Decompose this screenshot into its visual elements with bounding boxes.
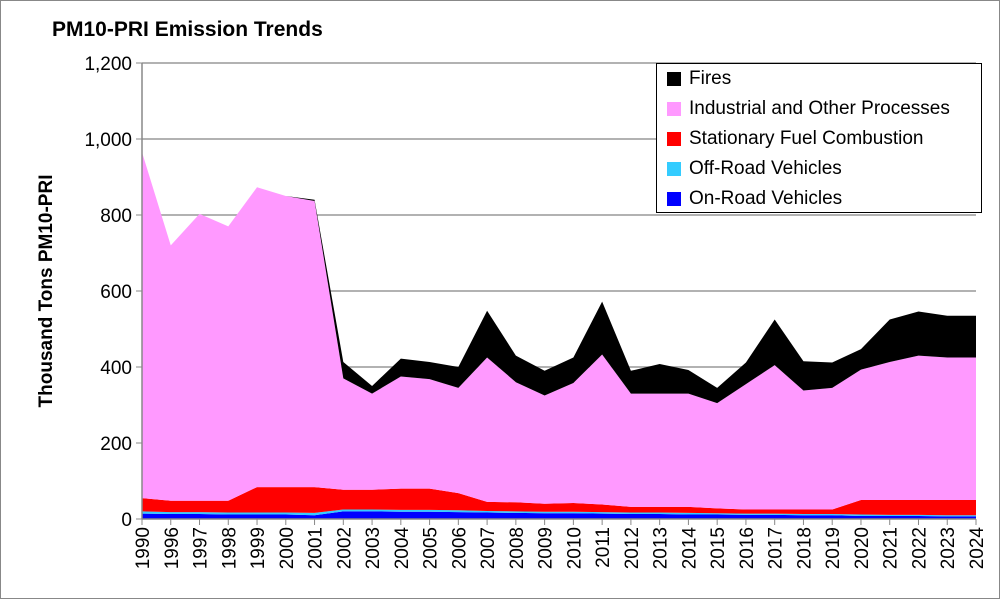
- legend-item: Industrial and Other Processes: [667, 94, 950, 124]
- area-off-road-vehicles: [142, 509, 976, 517]
- x-tick-label: 2021: [881, 527, 902, 569]
- legend-item: Stationary Fuel Combustion: [667, 124, 923, 154]
- x-tick-label: 2004: [392, 527, 413, 570]
- x-tick-label: 2023: [938, 527, 959, 569]
- x-tick-label: 2009: [536, 527, 557, 569]
- x-tick-label: 2016: [737, 527, 758, 569]
- x-tick-label: 2020: [852, 527, 873, 569]
- legend-swatch: [667, 102, 681, 116]
- x-tick-label: 1999: [248, 527, 269, 569]
- legend-item: Fires: [667, 64, 731, 94]
- x-tick-label: 2007: [478, 527, 499, 569]
- y-tick-label: 800: [100, 206, 132, 227]
- x-tick-label: 1998: [219, 527, 240, 569]
- x-tick-label: 2014: [679, 527, 700, 570]
- x-tick-label: 2017: [766, 527, 787, 569]
- y-axis-label: Thousand Tons PM10-PRI: [36, 175, 57, 408]
- chart-title: PM10-PRI Emission Trends: [52, 18, 323, 41]
- legend-swatch: [667, 192, 681, 206]
- x-tick-label: 2013: [651, 527, 672, 569]
- x-tick-label: 2012: [622, 527, 643, 569]
- legend-swatch: [667, 72, 681, 86]
- legend-swatch: [667, 132, 681, 146]
- x-tick-label: 2011: [593, 527, 614, 568]
- y-tick-label: 1,000: [84, 130, 132, 151]
- x-tick-label: 2022: [909, 527, 930, 569]
- x-tick-label: 2018: [794, 527, 815, 569]
- area-on-road-vehicles: [142, 511, 976, 519]
- legend-swatch: [667, 162, 681, 176]
- y-tick-label: 0: [121, 510, 132, 531]
- legend-label: Industrial and Other Processes: [689, 98, 950, 119]
- y-tick-label: 1,200: [84, 54, 132, 75]
- y-tick-label: 400: [100, 358, 132, 379]
- area-industrial-and-other-processes: [142, 152, 976, 510]
- x-tick-label: 2003: [363, 527, 384, 569]
- area-fires: [142, 152, 976, 404]
- x-tick-label: 2024: [967, 527, 988, 570]
- x-tick-label: 1996: [162, 527, 183, 569]
- legend-label: Stationary Fuel Combustion: [689, 128, 924, 149]
- legend-label: On-Road Vehicles: [689, 188, 843, 209]
- x-tick-label: 2001: [306, 527, 327, 569]
- legend-item: Off-Road Vehicles: [667, 154, 842, 184]
- x-tick-label: 2005: [421, 527, 442, 569]
- x-tick-label: 2015: [708, 527, 729, 569]
- x-tick-label: 1997: [191, 527, 212, 569]
- x-tick-label: 2010: [564, 527, 585, 569]
- x-tick-label: 2002: [334, 527, 355, 569]
- x-tick-label: 2006: [449, 527, 470, 569]
- x-tick-label: 2000: [277, 527, 298, 569]
- legend-item: On-Road Vehicles: [667, 184, 842, 214]
- area-stationary-fuel-combustion: [142, 487, 976, 516]
- legend-label: Fires: [689, 68, 732, 89]
- x-tick-label: 1990: [133, 527, 154, 569]
- y-tick-label: 600: [100, 282, 132, 303]
- legend-label: Off-Road Vehicles: [689, 158, 842, 179]
- y-tick-label: 200: [100, 434, 132, 455]
- x-tick-label: 2008: [507, 527, 528, 569]
- x-tick-label: 2019: [823, 527, 844, 569]
- legend: Fires Industrial and Other Processes Stati…: [656, 63, 982, 213]
